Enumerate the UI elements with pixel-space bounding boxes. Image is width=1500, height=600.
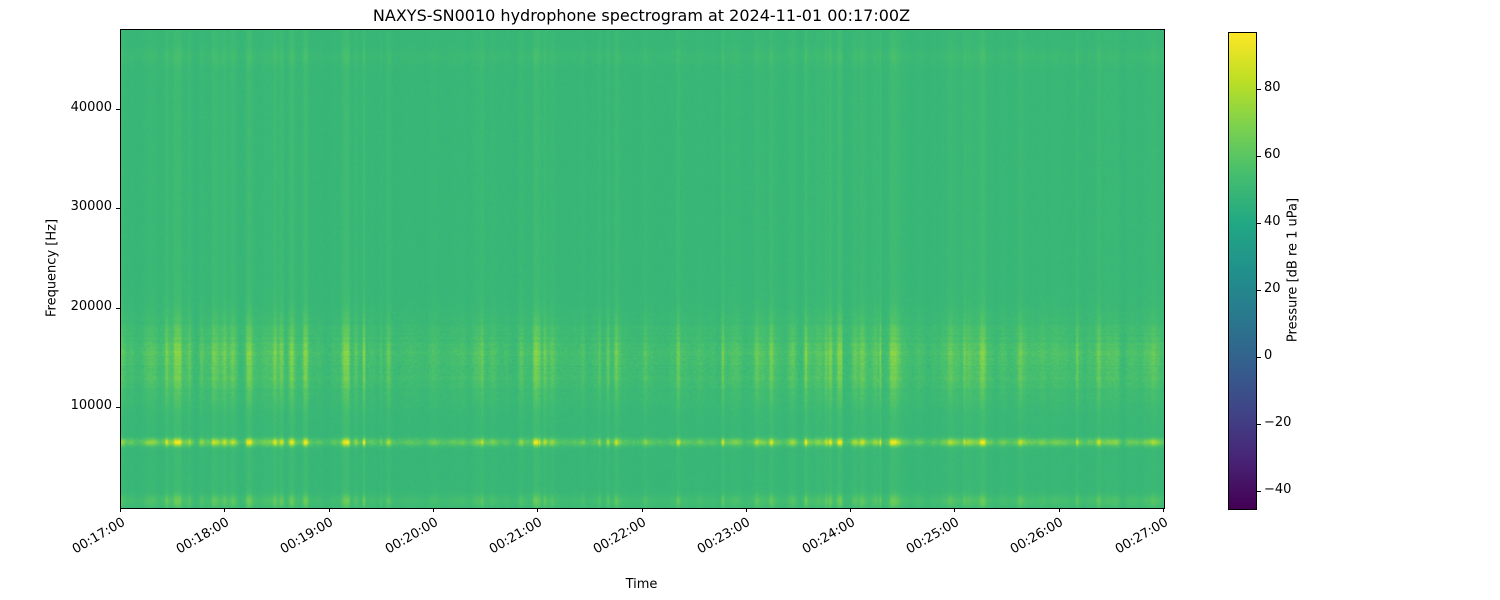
y-tick-mark xyxy=(116,407,120,409)
x-tick-mark xyxy=(1163,508,1164,512)
chart-title: NAXYS-SN0010 hydrophone spectrogram at 2… xyxy=(372,6,911,25)
y-tick-mark xyxy=(116,307,120,309)
colorbar-tick-label: 60 xyxy=(1264,147,1281,163)
x-tick-mark xyxy=(120,508,121,512)
x-tick-label: 00:18:00 xyxy=(173,515,232,558)
colorbar-tick-mark xyxy=(1257,223,1261,225)
colorbar xyxy=(1228,32,1257,510)
colorbar-label: Pressure [dB re 1 uPa] xyxy=(1285,197,1301,343)
colorbar-tick-label: 80 xyxy=(1264,79,1281,95)
x-tick-label: 00:27:00 xyxy=(1112,515,1171,558)
x-tick-mark xyxy=(432,508,434,512)
x-tick-mark xyxy=(954,508,956,512)
colorbar-tick-mark xyxy=(1257,424,1261,426)
y-tick-label: 30000 xyxy=(70,199,112,215)
colorbar-tick-mark xyxy=(1257,357,1261,359)
y-tick-label: 10000 xyxy=(70,398,112,414)
x-tick-mark xyxy=(537,508,539,512)
x-tick-label: 00:22:00 xyxy=(590,515,649,558)
colorbar-tick-label: 20 xyxy=(1264,281,1281,297)
x-tick-label: 00:20:00 xyxy=(382,515,441,558)
x-axis-label: Time xyxy=(625,577,658,592)
x-tick-mark xyxy=(641,508,643,512)
colorbar-tick-mark xyxy=(1257,491,1261,493)
colorbar-tick-mark xyxy=(1257,88,1261,90)
colorbar-tick-label: −20 xyxy=(1264,415,1292,431)
y-tick-mark xyxy=(116,208,120,210)
y-tick-label: 40000 xyxy=(70,99,112,115)
plot-area xyxy=(120,29,1165,509)
colorbar-tick-mark xyxy=(1257,156,1261,158)
y-tick-label: 20000 xyxy=(70,298,112,314)
y-tick-mark xyxy=(116,108,120,110)
x-tick-label: 00:21:00 xyxy=(486,515,545,558)
colorbar-canvas xyxy=(1229,33,1256,509)
x-tick-label: 00:24:00 xyxy=(799,515,858,558)
x-tick-label: 00:19:00 xyxy=(278,515,337,558)
x-tick-label: 00:17:00 xyxy=(69,515,128,558)
colorbar-tick-label: −40 xyxy=(1264,482,1292,498)
colorbar-tick-mark xyxy=(1257,290,1261,292)
colorbar-tick-label: 0 xyxy=(1264,348,1273,364)
x-tick-label: 00:26:00 xyxy=(1008,515,1067,558)
x-tick-mark xyxy=(328,508,330,512)
x-tick-mark xyxy=(745,508,747,512)
x-tick-mark xyxy=(850,508,852,512)
spectrogram-canvas xyxy=(121,30,1164,508)
x-tick-label: 00:23:00 xyxy=(695,515,754,558)
x-tick-mark xyxy=(1058,508,1060,512)
colorbar-tick-label: 40 xyxy=(1264,214,1281,230)
x-tick-label: 00:25:00 xyxy=(903,515,962,558)
x-tick-mark xyxy=(224,508,226,512)
